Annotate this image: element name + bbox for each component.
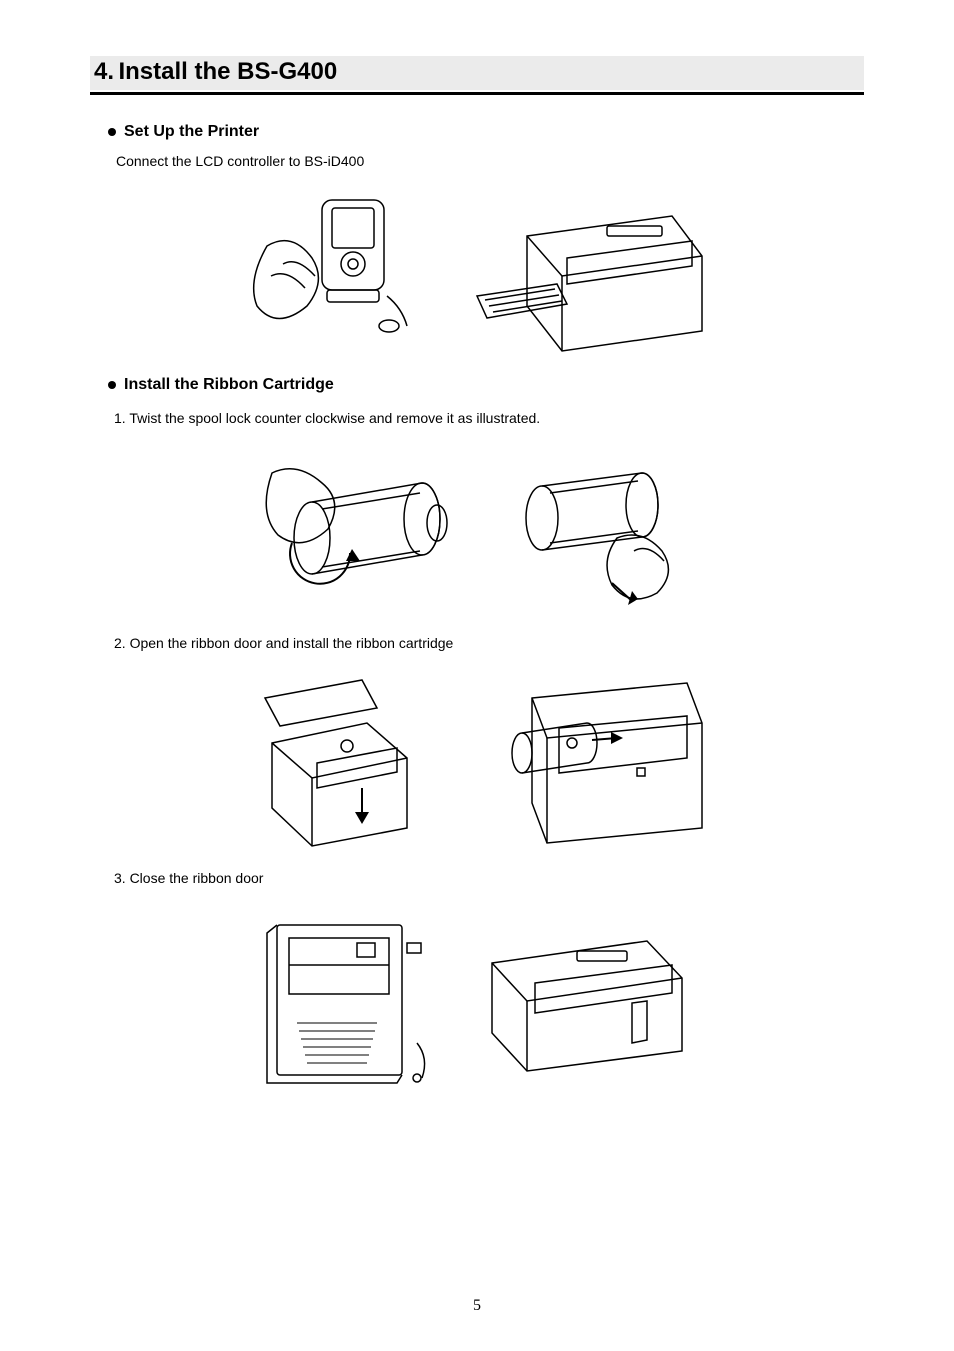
illus-row-2	[90, 443, 864, 613]
step-3: 3. Close the ribbon door	[114, 868, 864, 889]
illus-printer-closed	[467, 903, 697, 1093]
page: 4. Install the BS-G400 Set Up the Printe…	[0, 0, 954, 1351]
step-2: 2. Open the ribbon door and install the …	[114, 633, 864, 654]
bullet-icon	[108, 381, 116, 389]
illus-spool-remove	[492, 443, 702, 613]
illus-lcd-controller	[237, 186, 437, 356]
setup-body: Connect the LCD controller to BS-iD400	[116, 151, 864, 172]
illus-row-4	[90, 903, 864, 1093]
illus-ribbon-door-closing	[257, 903, 437, 1093]
step-1: 1. Twist the spool lock counter clockwis…	[114, 408, 864, 429]
bullet-icon	[108, 128, 116, 136]
section-number: 4.	[94, 58, 114, 85]
illus-spool-unlock	[252, 443, 462, 613]
illus-row-1	[90, 186, 864, 356]
heading-ribbon-text: Install the Ribbon Cartridge	[124, 376, 334, 394]
heading-setup-text: Set Up the Printer	[124, 123, 259, 141]
section-underline	[90, 92, 864, 95]
section-title-bar: 4. Install the BS-G400	[90, 56, 864, 90]
illus-printer-tray	[467, 186, 717, 356]
illus-row-3	[90, 668, 864, 848]
heading-setup: Set Up the Printer	[108, 123, 864, 141]
section-title: Install the BS-G400	[118, 58, 337, 85]
illus-ribbon-insert	[477, 668, 707, 848]
heading-ribbon: Install the Ribbon Cartridge	[108, 376, 864, 394]
illus-ribbon-door-open	[247, 668, 447, 848]
page-number: 5	[0, 1297, 954, 1315]
